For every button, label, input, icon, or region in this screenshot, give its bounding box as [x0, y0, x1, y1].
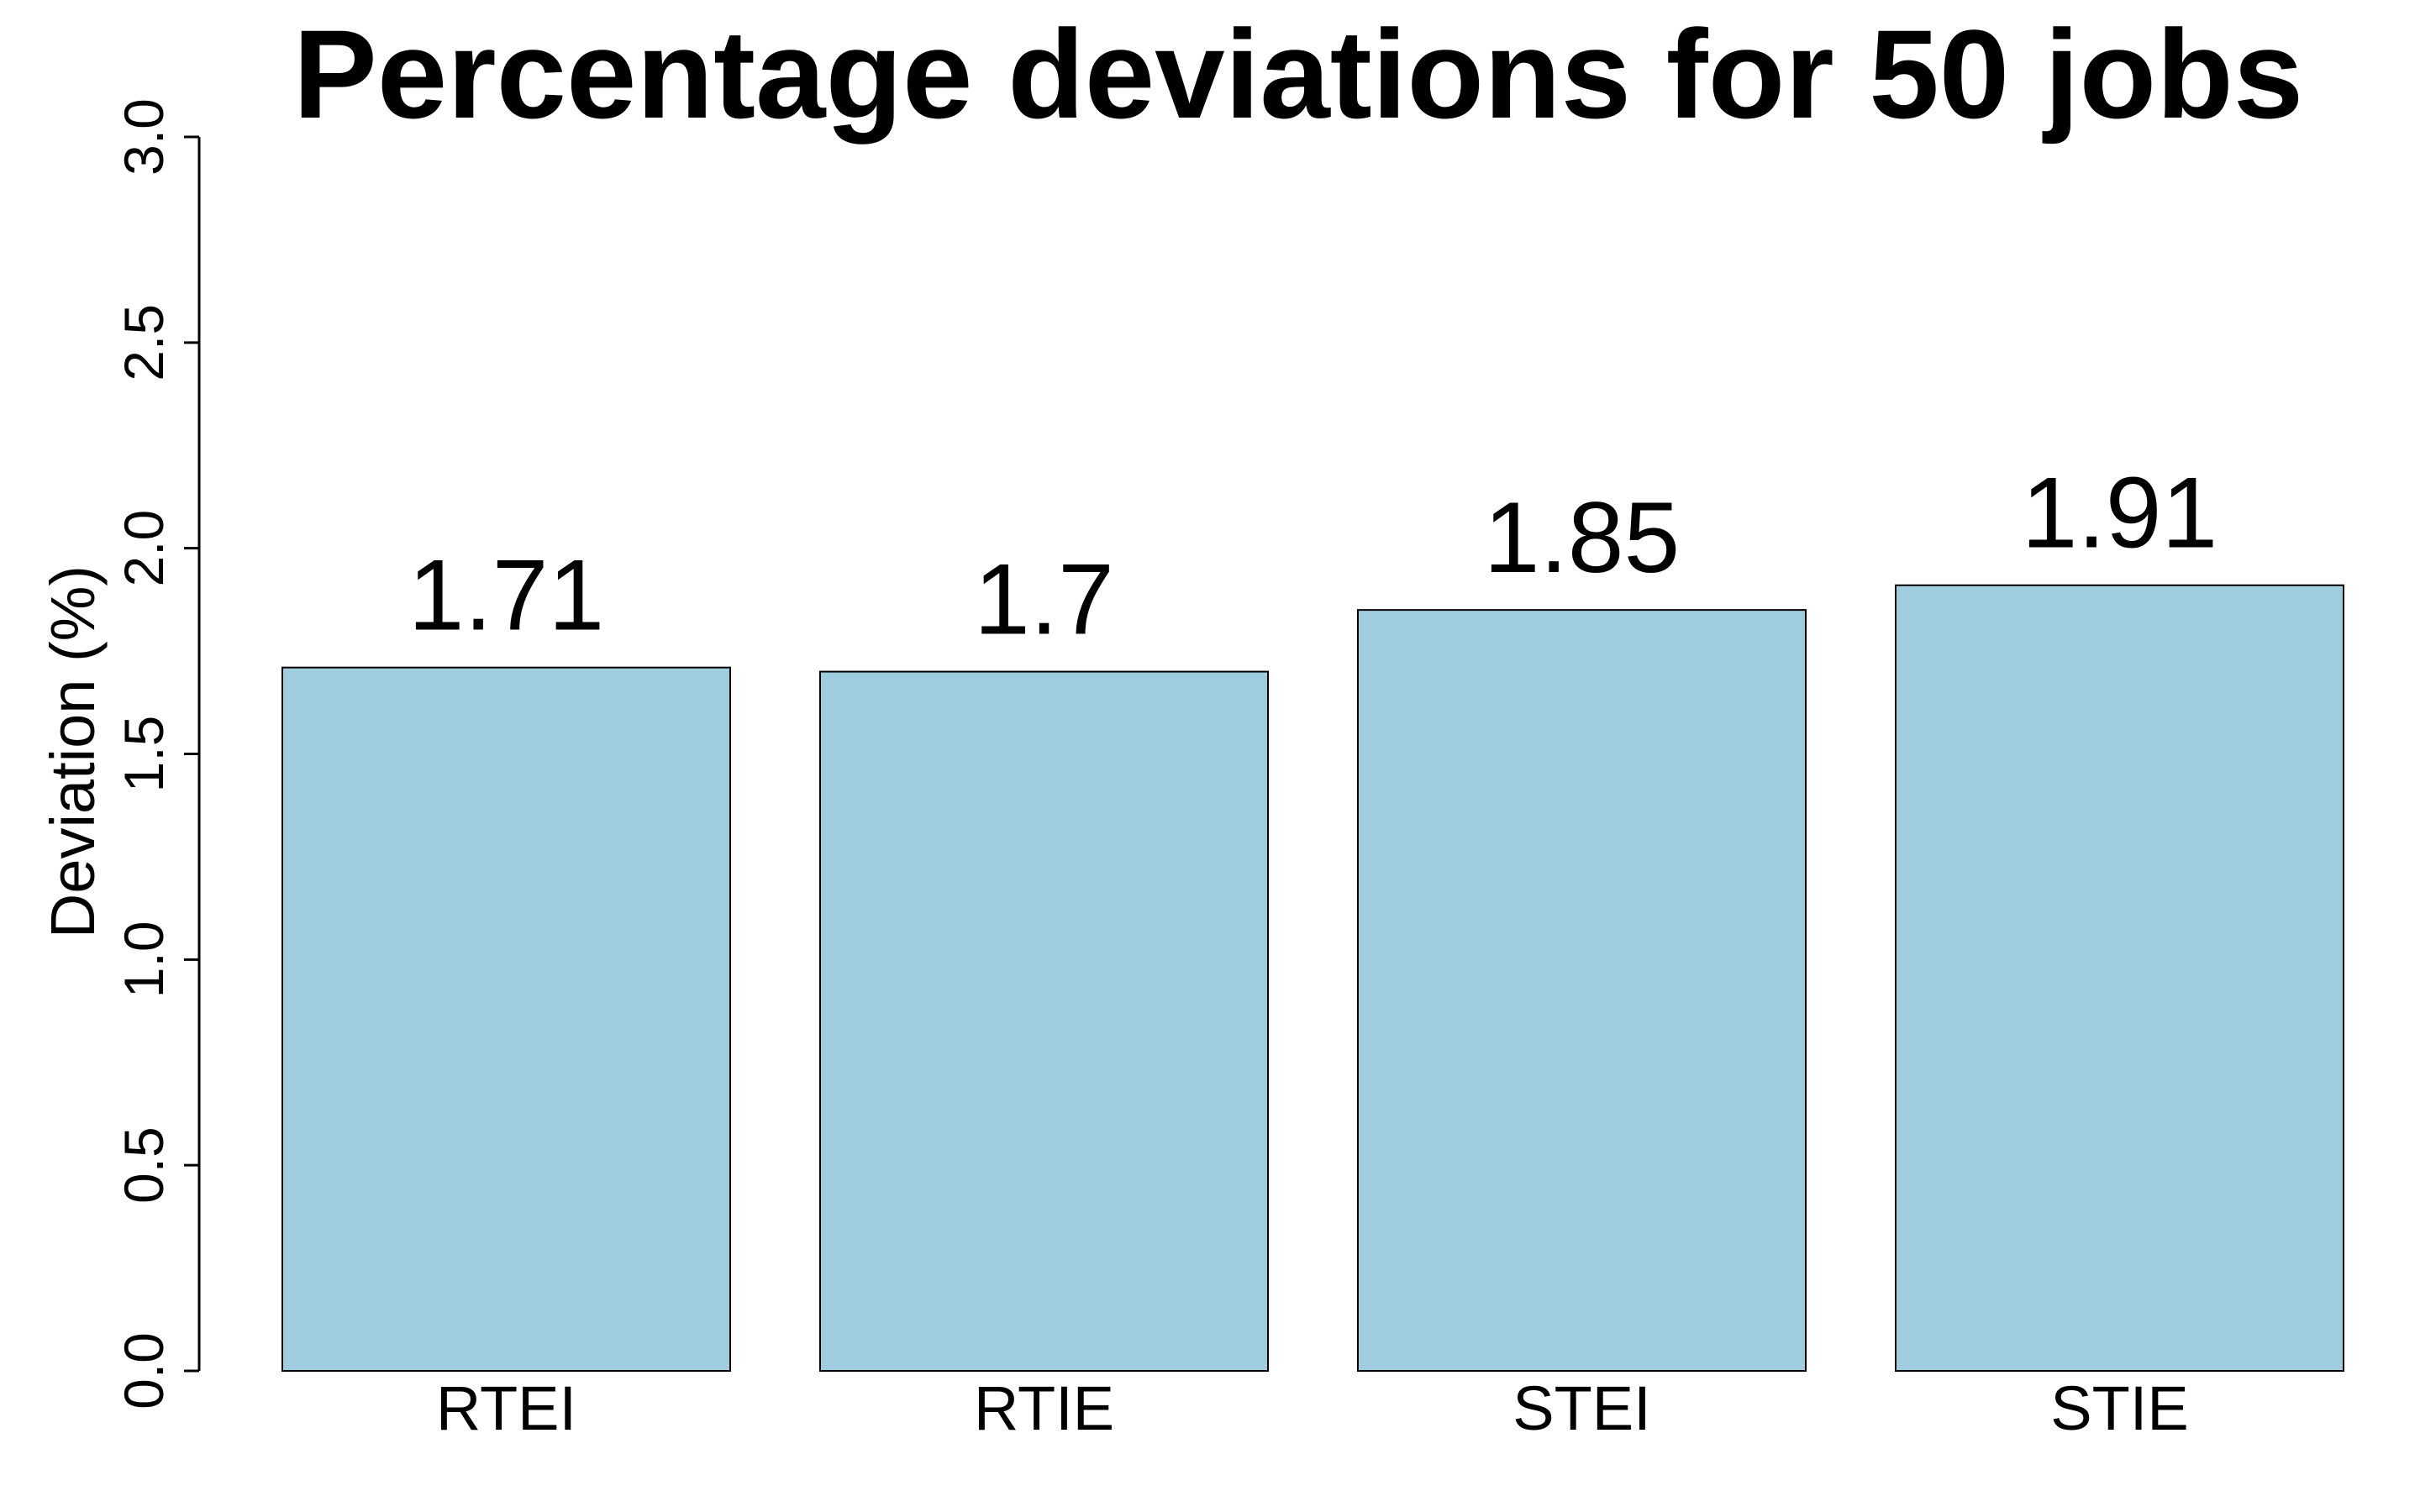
- bars-group: [281, 584, 2344, 1372]
- y-tick-label: 3.0: [113, 98, 175, 176]
- x-category-label: RTIE: [974, 1373, 1114, 1443]
- y-tick-label: 1.5: [113, 716, 175, 793]
- y-tick-label: 0.5: [113, 1126, 175, 1204]
- bar-stei: [1357, 609, 1807, 1372]
- y-tick-label: 2.0: [113, 510, 175, 587]
- y-tick-label: 1.0: [113, 921, 175, 998]
- y-axis-label: Deviation (%): [38, 565, 108, 938]
- bar-rtie: [819, 670, 1269, 1372]
- bar-value-label: 1.91: [2022, 457, 2218, 570]
- bar-labels-group: 1.71 1.7 1.85 1.91: [408, 457, 2218, 656]
- x-category-label: RTEI: [436, 1373, 576, 1443]
- chart-title: Percentage deviations for 50 jobs: [293, 3, 2303, 144]
- x-category-label: STEI: [1512, 1373, 1650, 1443]
- x-axis-categories: RTEI RTIE STEI STIE: [436, 1373, 2189, 1443]
- bar-value-label: 1.85: [1484, 481, 1681, 594]
- y-tick-label: 0.0: [113, 1332, 175, 1410]
- bar-stie: [1895, 584, 2344, 1372]
- y-axis: 0.0 0.5 1.0 1.5 2.0 2.5 3.0: [113, 98, 201, 1410]
- bar-value-label: 1.71: [408, 539, 605, 652]
- bar-value-label: 1.7: [974, 543, 1114, 656]
- bar-rtei: [281, 666, 731, 1372]
- x-category-label: STIE: [2050, 1373, 2188, 1443]
- y-tick-label: 2.5: [113, 304, 175, 381]
